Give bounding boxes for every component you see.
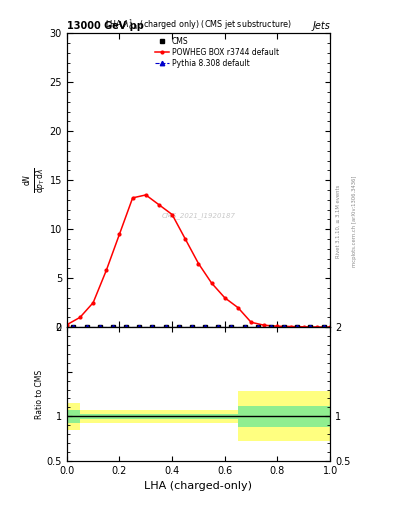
CMS xyxy=(124,324,129,330)
POWHEG BOX r3744 default xyxy=(91,300,95,306)
Y-axis label: Ratio to CMS: Ratio to CMS xyxy=(35,370,44,419)
POWHEG BOX r3744 default xyxy=(209,280,214,286)
POWHEG BOX r3744 default xyxy=(183,236,188,242)
Pythia 8.308 default xyxy=(71,324,76,330)
POWHEG BOX r3744 default xyxy=(117,231,122,237)
POWHEG BOX r3744 default xyxy=(301,324,306,330)
X-axis label: LHA (charged-only): LHA (charged-only) xyxy=(145,481,252,491)
Pythia 8.308 default xyxy=(321,324,326,330)
POWHEG BOX r3744 default xyxy=(104,267,108,273)
CMS xyxy=(242,324,247,330)
Pythia 8.308 default xyxy=(84,324,89,330)
Pythia 8.308 default xyxy=(295,324,299,330)
CMS xyxy=(137,324,141,330)
POWHEG BOX r3744 default xyxy=(236,305,241,311)
POWHEG BOX r3744 default xyxy=(249,319,253,325)
POWHEG BOX r3744 default xyxy=(275,323,280,329)
CMS xyxy=(268,324,273,330)
POWHEG BOX r3744 default xyxy=(288,324,293,330)
Line: POWHEG BOX r3744 default: POWHEG BOX r3744 default xyxy=(65,194,332,329)
Pythia 8.308 default xyxy=(124,324,129,330)
CMS xyxy=(295,324,299,330)
Legend: CMS, POWHEG BOX r3744 default, Pythia 8.308 default: CMS, POWHEG BOX r3744 default, Pythia 8.… xyxy=(155,37,279,68)
CMS xyxy=(203,324,208,330)
POWHEG BOX r3744 default xyxy=(78,314,83,321)
POWHEG BOX r3744 default xyxy=(314,324,319,330)
CMS xyxy=(110,324,115,330)
Text: 13000 GeV pp: 13000 GeV pp xyxy=(67,20,144,31)
Pythia 8.308 default xyxy=(229,324,234,330)
POWHEG BOX r3744 default xyxy=(328,324,332,330)
CMS xyxy=(163,324,168,330)
Pythia 8.308 default xyxy=(189,324,194,330)
Pythia 8.308 default xyxy=(268,324,273,330)
CMS xyxy=(282,324,286,330)
POWHEG BOX r3744 default xyxy=(143,192,148,198)
Text: Jets: Jets xyxy=(312,20,330,31)
Text: Rivet 3.1.10, ≥ 3.1M events: Rivet 3.1.10, ≥ 3.1M events xyxy=(336,185,341,258)
Text: mcplots.cern.ch [arXiv:1306.3436]: mcplots.cern.ch [arXiv:1306.3436] xyxy=(352,176,357,267)
Pythia 8.308 default xyxy=(137,324,141,330)
POWHEG BOX r3744 default xyxy=(222,295,227,301)
CMS xyxy=(229,324,234,330)
POWHEG BOX r3744 default xyxy=(130,195,135,201)
Pythia 8.308 default xyxy=(110,324,115,330)
CMS xyxy=(308,324,313,330)
Pythia 8.308 default xyxy=(282,324,286,330)
POWHEG BOX r3744 default xyxy=(64,322,69,328)
Pythia 8.308 default xyxy=(255,324,260,330)
Line: CMS: CMS xyxy=(71,325,326,329)
POWHEG BOX r3744 default xyxy=(170,211,174,218)
Pythia 8.308 default xyxy=(242,324,247,330)
Y-axis label: $\mathrm{d}N$
$\overline{\mathrm{d}p_T\,\mathrm{d}\lambda}$: $\mathrm{d}N$ $\overline{\mathrm{d}p_T\,… xyxy=(21,167,48,193)
Pythia 8.308 default xyxy=(203,324,208,330)
Line: Pythia 8.308 default: Pythia 8.308 default xyxy=(71,325,326,329)
CMS xyxy=(71,324,76,330)
CMS xyxy=(150,324,155,330)
Pythia 8.308 default xyxy=(163,324,168,330)
CMS xyxy=(255,324,260,330)
Pythia 8.308 default xyxy=(176,324,181,330)
Pythia 8.308 default xyxy=(216,324,220,330)
Text: CMS_2021_I1920187: CMS_2021_I1920187 xyxy=(162,212,235,219)
Pythia 8.308 default xyxy=(308,324,313,330)
CMS xyxy=(84,324,89,330)
Text: LHA $\lambda^{1}_{0.5}$ (charged only) (CMS jet substructure): LHA $\lambda^{1}_{0.5}$ (charged only) (… xyxy=(105,17,292,32)
POWHEG BOX r3744 default xyxy=(262,322,267,328)
Pythia 8.308 default xyxy=(97,324,102,330)
CMS xyxy=(176,324,181,330)
POWHEG BOX r3744 default xyxy=(156,202,162,208)
Pythia 8.308 default xyxy=(150,324,155,330)
CMS xyxy=(189,324,194,330)
POWHEG BOX r3744 default xyxy=(196,261,201,267)
CMS xyxy=(216,324,220,330)
CMS xyxy=(97,324,102,330)
CMS xyxy=(321,324,326,330)
